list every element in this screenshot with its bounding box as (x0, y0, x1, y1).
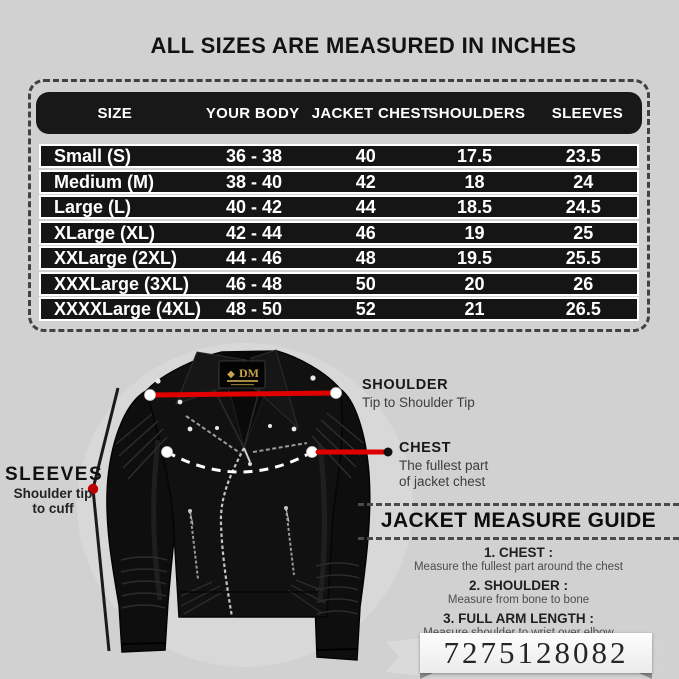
cell-sleeves: 24.5 (565, 197, 601, 217)
size-chart-rows: Small (S) 36 - 38 40 17.5 23.5 Medium (M… (39, 144, 639, 321)
cell-shoulders: 19.5 (457, 248, 493, 268)
shoulder-measure-line (144, 387, 342, 401)
cell-jacket-chest: 52 (355, 299, 376, 319)
table-row: XLarge (XL) 42 - 44 46 19 25 (39, 220, 639, 245)
guide-item-heading: 3. FULL ARM LENGTH : (443, 611, 594, 626)
cell-sleeves: 25 (573, 222, 594, 243)
brand-label-text: DM (239, 366, 259, 380)
banner-number: 7275128082 (420, 633, 652, 673)
cell-jacket-chest: 50 (355, 273, 376, 294)
cell-shoulders: 18.5 (457, 197, 493, 217)
cell-jacket-chest: 44 (355, 197, 376, 217)
shoulder-annotation: SHOULDER Tip to Shoulder Tip (362, 377, 475, 411)
guide-item: 2. SHOULDER : Measure from bone to bone (358, 578, 679, 606)
cell-size: XLarge (XL) (54, 222, 156, 243)
cell-size: Large (L) (54, 197, 132, 217)
cell-shoulders: 18 (464, 171, 485, 192)
pocket-zipper-right (285, 507, 295, 576)
cell-jacket-chest: 42 (355, 171, 376, 192)
cell-your-body: 42 - 44 (226, 222, 283, 243)
guide-top-divider (358, 503, 679, 506)
cell-size: Medium (M) (54, 171, 154, 192)
sleeves-annotation-title: SLEEVES (5, 464, 104, 485)
sleeves-annotation: SLEEVES Shoulder tip to cuff (5, 464, 104, 516)
cell-jacket-chest: 48 (355, 248, 376, 268)
guide-item-text: Measure from bone to bone (447, 594, 590, 606)
ribbon-banner: 7275128082 (378, 628, 679, 679)
diamond-icon: ◆ (227, 369, 235, 380)
brand-label: ◆ DM (218, 360, 266, 389)
cell-sleeves: 25.5 (565, 248, 601, 268)
guide-item: 1. CHEST : Measure the fullest part arou… (358, 545, 679, 573)
sleeve-measure-line (87, 387, 120, 652)
pocket-zipper-left (189, 510, 199, 580)
guide-item-heading: 1. CHEST : (483, 545, 553, 560)
cell-size: XXXXLarge (4XL) (54, 299, 202, 319)
cell-sleeves: 24 (573, 171, 594, 192)
chest-annotation-desc-2: of jacket chest (399, 474, 486, 489)
column-header-size: SIZE (97, 104, 133, 122)
table-row: Large (L) 40 - 42 44 18.5 24.5 (39, 195, 639, 219)
cell-jacket-chest: 40 (355, 146, 376, 166)
cell-sleeves: 26 (573, 273, 594, 294)
cell-your-body: 36 - 38 (226, 146, 283, 166)
snap-studs (155, 375, 316, 432)
shoulder-annotation-title: SHOULDER (362, 377, 449, 393)
cell-your-body: 38 - 40 (226, 171, 283, 192)
ribbon-tails (386, 638, 672, 679)
cell-your-body: 44 - 46 (226, 248, 283, 268)
chest-annotation-title: CHEST (399, 440, 452, 456)
sleeves-annotation-desc-1: Shoulder tip (13, 486, 93, 501)
guide-item-text: Measure the fullest part around the ches… (413, 561, 624, 573)
table-row: Medium (M) 38 - 40 42 18 24 (39, 169, 639, 194)
cell-size: XXLarge (2XL) (54, 248, 178, 268)
guide-bottom-divider (358, 537, 679, 540)
column-header-shoulders: SHOULDERS (428, 104, 526, 122)
column-header-your-body: YOUR BODY (205, 104, 300, 122)
cell-shoulders: 19 (464, 222, 485, 243)
chest-measure-line (161, 446, 393, 474)
sleeves-annotation-desc-2: to cuff (32, 501, 74, 516)
column-header-jacket-chest: JACKET CHEST (311, 104, 431, 122)
jacket-measure-guide: JACKET MEASURE GUIDE 1. CHEST : Measure … (358, 503, 679, 639)
table-row: XXXXLarge (4XL) 48 - 50 52 21 26.5 (39, 297, 639, 321)
table-row: Small (S) 36 - 38 40 17.5 23.5 (39, 144, 639, 168)
size-chart-header: SIZE YOUR BODY JACKET CHEST SHOULDERS SL… (36, 92, 642, 134)
guide-title: JACKET MEASURE GUIDE (380, 509, 657, 532)
cell-shoulders: 20 (464, 273, 485, 294)
shoulder-annotation-desc: Tip to Shoulder Tip (362, 395, 475, 410)
cell-shoulders: 21 (464, 299, 485, 319)
cell-your-body: 48 - 50 (226, 299, 283, 319)
cell-size: Small (S) (54, 146, 132, 166)
size-chart: SIZE YOUR BODY JACKET CHEST SHOULDERS SL… (28, 79, 650, 332)
cell-size: XXXLarge (3XL) (54, 273, 190, 294)
chest-annotation-desc-1: The fullest part (399, 458, 489, 473)
cell-shoulders: 17.5 (457, 146, 493, 166)
chest-annotation: CHEST The fullest part of jacket chest (399, 440, 488, 490)
cell-jacket-chest: 46 (355, 222, 376, 243)
cell-your-body: 46 - 48 (226, 273, 283, 294)
page-title: ALL SIZES ARE MEASURED IN INCHES (150, 33, 577, 58)
column-header-sleeves: SLEEVES (551, 104, 624, 122)
guide-item-heading: 2. SHOULDER : (468, 578, 568, 593)
cell-sleeves: 23.5 (565, 146, 601, 166)
cell-your-body: 40 - 42 (226, 197, 283, 217)
table-row: XXXLarge (3XL) 46 - 48 50 20 26 (39, 271, 639, 296)
cell-sleeves: 26.5 (565, 299, 601, 319)
table-row: XXLarge (2XL) 44 - 46 48 19.5 25.5 (39, 246, 639, 270)
